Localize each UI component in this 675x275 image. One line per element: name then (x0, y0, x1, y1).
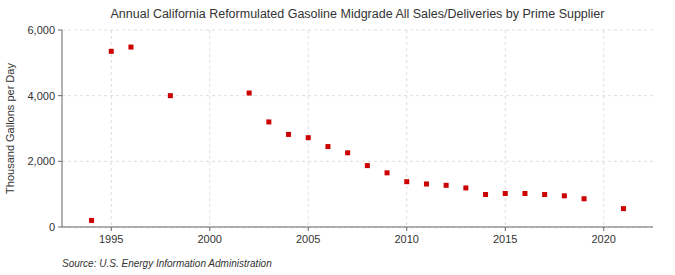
y-grid-line (62, 95, 653, 96)
y-tick (58, 95, 62, 96)
point (582, 196, 587, 201)
point (621, 206, 626, 211)
y-tick (58, 161, 62, 162)
point (503, 191, 508, 196)
point (168, 93, 173, 98)
point (542, 192, 547, 197)
x-tick-label: 2015 (493, 233, 517, 245)
y-tick-label: 6,000 (27, 24, 55, 36)
point (424, 181, 429, 186)
x-grid-line (308, 30, 309, 227)
x-grid-line (406, 30, 407, 227)
y-grid-line (62, 161, 653, 162)
point (325, 144, 330, 149)
x-tick (406, 227, 407, 231)
point (365, 163, 370, 168)
point (562, 193, 567, 198)
y-tick-label: 4,000 (27, 90, 55, 102)
x-tick (308, 227, 309, 231)
y-tick-label: 0 (49, 221, 55, 233)
point (483, 192, 488, 197)
x-tick (505, 227, 506, 231)
x-tick (603, 227, 604, 231)
point (89, 218, 94, 223)
x-tick-label: 1995 (99, 233, 123, 245)
ticks: 1995 2000 2005 2010 2015 2020 0 2,000 4,000 6,000 (27, 24, 616, 245)
x-tick-label: 2005 (296, 233, 320, 245)
x-grid-line (603, 30, 604, 227)
source-note: Source: U.S. Energy Information Administ… (62, 258, 272, 269)
y-grid-line (62, 30, 653, 31)
y-grid-line (62, 227, 653, 228)
y-axis-label: Thousand Gallons per Day (4, 63, 16, 194)
point (385, 170, 390, 175)
grid (62, 30, 653, 227)
x-tick-label: 2010 (395, 233, 419, 245)
y-tick (58, 227, 62, 228)
point (404, 179, 409, 184)
title: Annual California Reformulated Gasoline … (111, 7, 605, 21)
x-grid-line (209, 30, 210, 227)
x-grid-line (505, 30, 506, 227)
x-tick (209, 227, 210, 231)
point (247, 91, 252, 96)
x-axis-line (62, 227, 653, 228)
point (109, 49, 114, 54)
y-tick-label: 2,000 (27, 155, 55, 167)
point (266, 119, 271, 124)
chart: 1995 2000 2005 2010 2015 2020 0 2,000 4,000 6,000… (0, 0, 675, 275)
point (128, 45, 133, 50)
point (306, 135, 311, 140)
points (89, 45, 626, 223)
x-tick-label: 2020 (592, 233, 616, 245)
point (522, 191, 527, 196)
point (444, 183, 449, 188)
point (286, 132, 291, 137)
y-tick (58, 30, 62, 31)
x-tick (111, 227, 112, 231)
x-grid-line (111, 30, 112, 227)
y-axis-line (62, 30, 63, 227)
point (463, 185, 468, 190)
x-tick-label: 2000 (198, 233, 222, 245)
point (345, 150, 350, 155)
